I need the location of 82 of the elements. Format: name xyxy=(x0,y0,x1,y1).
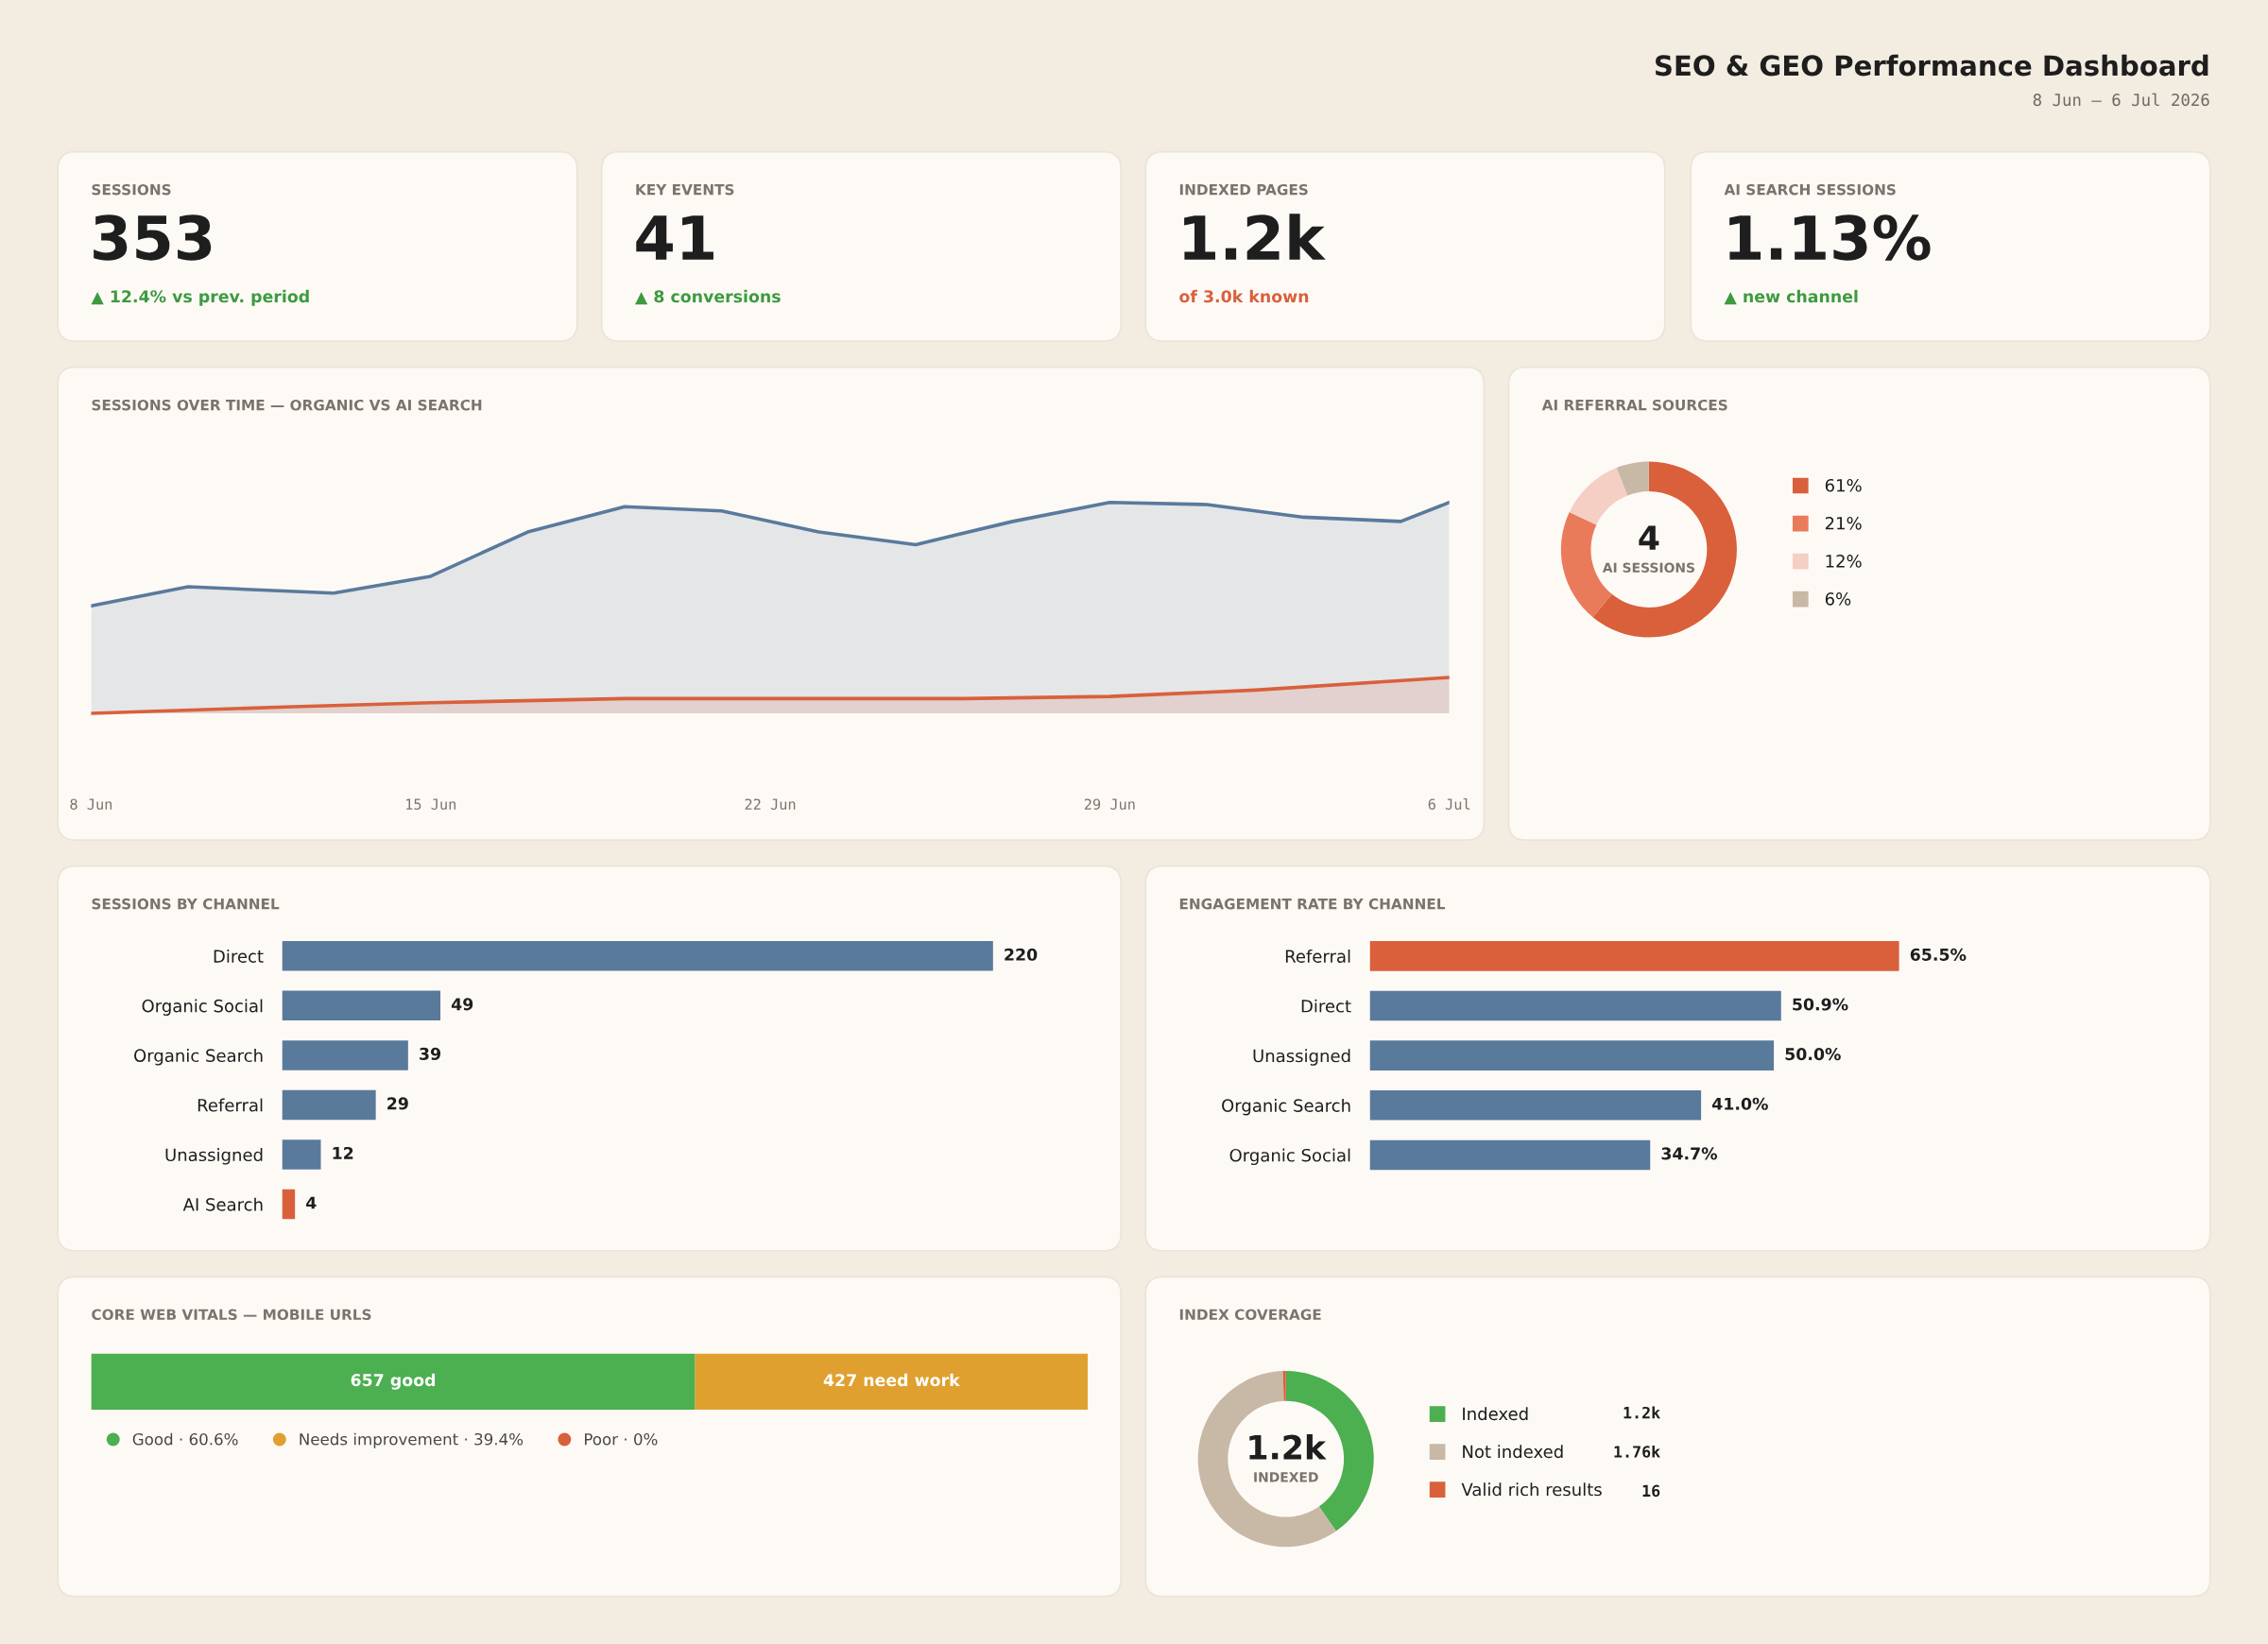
x-tick-label: 8 Jun xyxy=(70,798,112,810)
chart-title: SESSIONS BY CHANNEL xyxy=(92,898,280,910)
data-label: 657 good xyxy=(351,1373,436,1390)
data-label: 12 xyxy=(333,1146,353,1159)
text: 1.13% xyxy=(1729,214,1931,261)
legend-label: Valid rich results xyxy=(1461,1482,1602,1497)
y-tick-label: Unassigned xyxy=(165,1148,263,1165)
text: ▲ 12.4% vs prev. period xyxy=(91,289,309,306)
text: INDEXED xyxy=(1254,1472,1318,1482)
chart-title: ENGAGEMENT RATE BY CHANNEL xyxy=(1179,898,1446,910)
legend-label: Indexed xyxy=(1463,1407,1528,1421)
chart-title: INDEX COVERAGE xyxy=(1179,1309,1321,1321)
text: 41 xyxy=(636,215,713,260)
data-label: 49 xyxy=(451,998,473,1011)
text: KEY EVENTS xyxy=(636,183,734,196)
chart-title: CORE WEB VITALS — MOBILE URLS xyxy=(92,1309,371,1321)
text: AI SEARCH SESSIONS xyxy=(1724,183,1896,196)
data-label: 65.5% xyxy=(1910,948,1967,961)
data-label: 41.0% xyxy=(1712,1097,1768,1110)
text: 1.2k xyxy=(1249,1434,1327,1460)
bar xyxy=(282,1189,296,1220)
legend-label: Poor · 0% xyxy=(584,1432,658,1446)
donut-slice xyxy=(1592,461,1737,638)
data-label: 50.9% xyxy=(1793,998,1848,1011)
text: SESSIONS xyxy=(92,183,171,196)
data-label: 34.7% xyxy=(1661,1147,1718,1160)
y-tick-label: Direct xyxy=(1301,999,1351,1013)
chart-title: SESSIONS OVER TIME — ORGANIC VS AI SEARCH xyxy=(92,399,482,411)
donut-slice xyxy=(1197,1371,1336,1548)
text: 8 Jun – 6 Jul 2026 xyxy=(2033,93,2209,107)
data-label: 29 xyxy=(387,1097,408,1110)
data-label: 1.76k xyxy=(1614,1445,1660,1458)
y-tick-label: Organic Search xyxy=(134,1049,263,1066)
text: INDEXED PAGES xyxy=(1179,183,1308,196)
y-tick-label: Organic Search xyxy=(1222,1098,1350,1116)
bar xyxy=(282,941,993,971)
data-label: 4 xyxy=(306,1196,317,1209)
legend-label: Not indexed xyxy=(1463,1445,1563,1459)
y-tick-label: AI Search xyxy=(182,1197,263,1211)
y-tick-label: Referral xyxy=(198,1098,263,1112)
data-label: 220 xyxy=(1005,948,1038,961)
bar xyxy=(282,990,441,1021)
text: of 3.0k known xyxy=(1179,289,1309,303)
y-tick-label: Referral xyxy=(1285,950,1350,963)
text: 353 xyxy=(94,214,212,261)
x-tick-label: 29 Jun xyxy=(1084,798,1135,810)
bar xyxy=(1369,941,1899,971)
y-tick-label: Direct xyxy=(214,949,264,963)
bar xyxy=(282,1139,321,1170)
data-label: 16 xyxy=(1642,1484,1660,1498)
bar xyxy=(1369,1040,1775,1070)
legend-label: Good · 60.6% xyxy=(132,1432,238,1446)
y-tick-label: Organic Social xyxy=(142,999,263,1016)
text: ▲ new channel xyxy=(1724,289,1858,305)
bar xyxy=(282,1089,376,1121)
text: ▲ 8 conversions xyxy=(634,289,781,305)
x-tick-label: 22 Jun xyxy=(745,798,796,810)
donut-slice xyxy=(1282,1371,1286,1401)
text: AI SESSIONS xyxy=(1602,562,1694,574)
bar xyxy=(1369,1090,1702,1121)
y-tick-label: Organic Social xyxy=(1229,1148,1350,1166)
text: SEO & GEO Performance Dashboard xyxy=(1655,54,2208,77)
legend-label: 6% xyxy=(1825,592,1851,606)
chart-title: AI REFERRAL SOURCES xyxy=(1541,399,1727,411)
bar xyxy=(1369,990,1781,1021)
data-label: 427 need work xyxy=(823,1373,961,1387)
donut-slice xyxy=(1569,468,1628,525)
data-label: 39 xyxy=(420,1047,441,1060)
bar xyxy=(282,1040,408,1070)
legend-label: 21% xyxy=(1825,516,1862,530)
legend-label: 61% xyxy=(1825,478,1862,492)
data-label: 1.2k xyxy=(1624,1406,1660,1419)
donut-slice xyxy=(1616,461,1649,496)
x-tick-label: 15 Jun xyxy=(405,798,455,810)
text: 4 xyxy=(1639,525,1659,550)
y-tick-label: Unassigned xyxy=(1253,1049,1350,1066)
legend-label: 12% xyxy=(1826,555,1862,568)
text: 1.2k xyxy=(1184,214,1326,260)
bar xyxy=(1369,1139,1651,1171)
data-label: 50.0% xyxy=(1785,1048,1841,1061)
legend-label: Needs improvement · 39.4% xyxy=(300,1432,524,1448)
x-tick-label: 6 Jul xyxy=(1428,798,1470,810)
